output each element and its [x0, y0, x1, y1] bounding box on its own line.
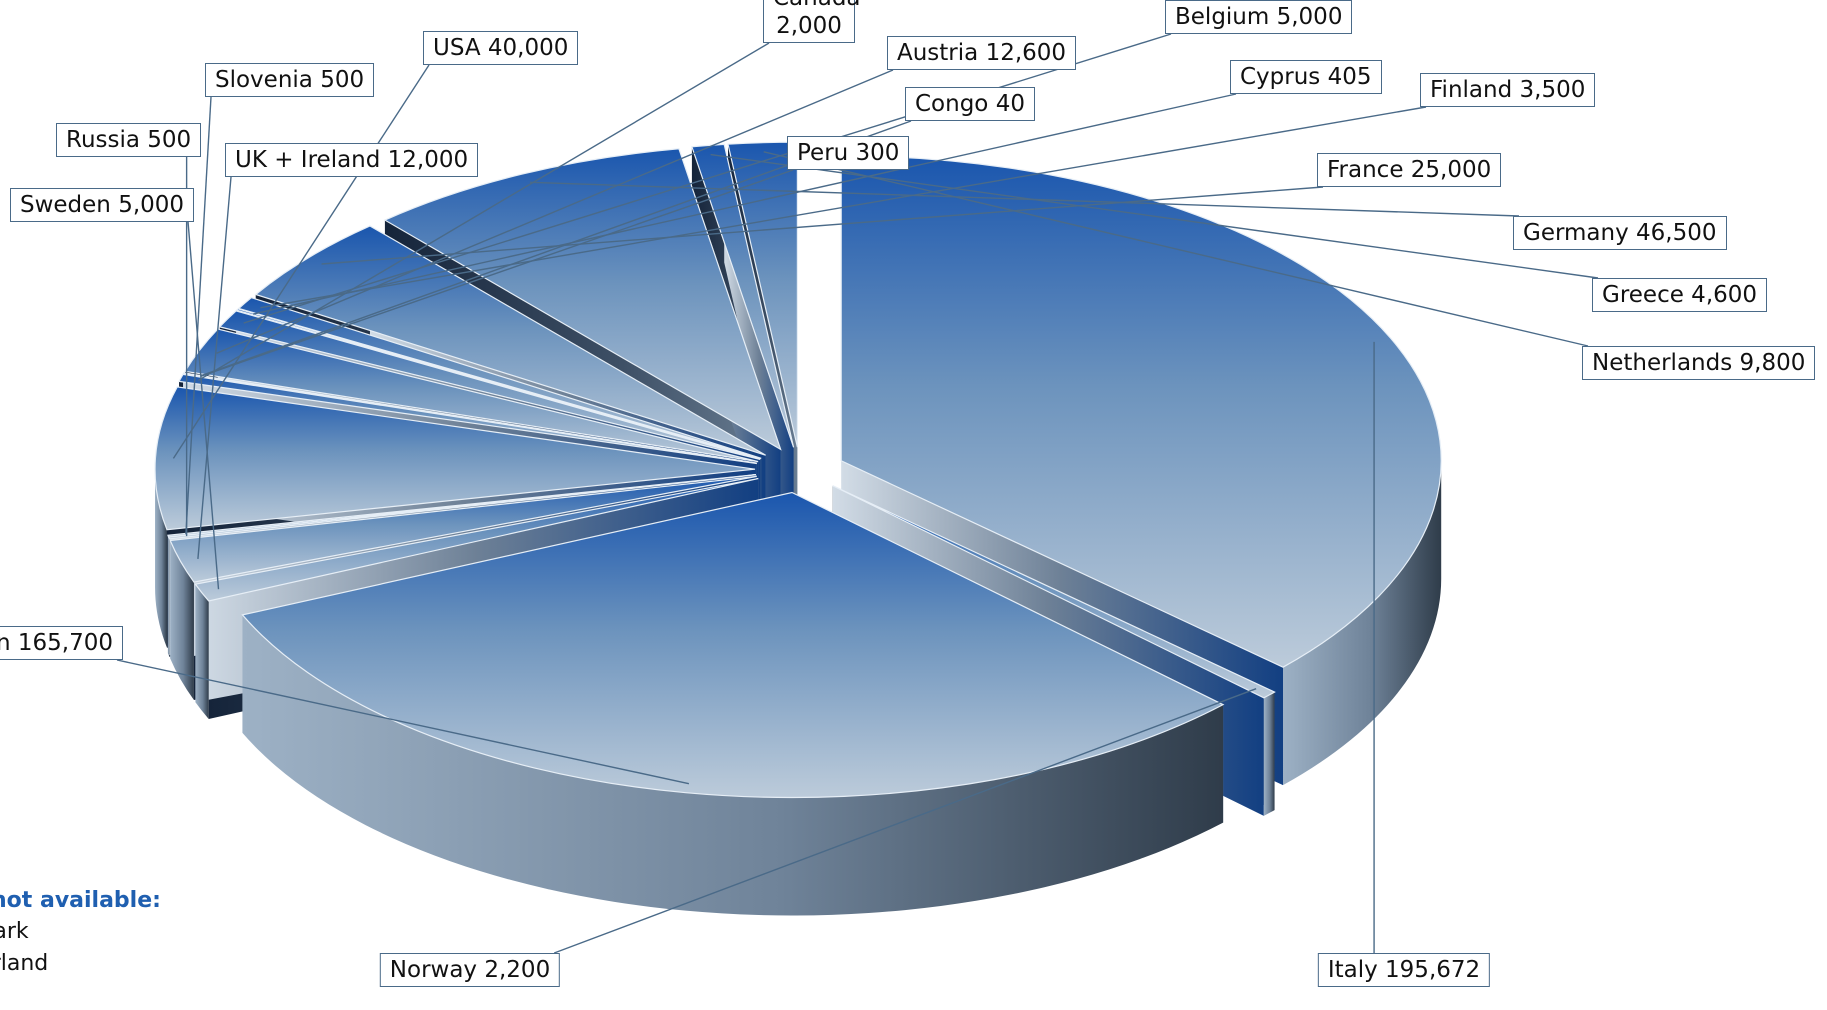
leader-line-cyprus: [252, 93, 1237, 315]
leader-line-canada: [197, 42, 770, 382]
leader-line-netherlands: [763, 151, 1589, 347]
pie-slice-side: [168, 537, 170, 657]
leader-line-belgium: [243, 33, 1172, 324]
pie-slice-top: [383, 148, 782, 451]
pie-slice-side: [1263, 692, 1275, 816]
data-label-italy: Italy 195,672: [1317, 953, 1491, 987]
note-item: tzerland: [0, 951, 49, 976]
data-label-russia: Russia 500: [56, 123, 202, 157]
data-label-cyprus: Cyprus 405: [1230, 60, 1382, 94]
pie-slice-top: [218, 310, 761, 461]
data-label-uk-ireland: UK + Ireland 12,000: [225, 143, 479, 177]
pie-slice-spain: [241, 491, 1225, 916]
data-label-belgium: Belgium 5,000: [1165, 0, 1353, 34]
data-label-greece: Greece 4,600: [1592, 278, 1768, 312]
pie-slice-top: [178, 373, 757, 465]
pie-slice-top: [154, 386, 756, 531]
data-label-austria: Austria 12,600: [887, 36, 1077, 70]
leader-line-germany: [529, 181, 1520, 217]
pie-slice-top: [832, 485, 1276, 699]
data-unavailable-note: ta not available: nmark tzerland: [0, 886, 230, 980]
pie-slice-top: [169, 475, 757, 583]
leader-line-peru: [200, 169, 794, 377]
leader-line-france: [321, 186, 1324, 265]
data-label-peru: Peru 300: [787, 136, 910, 170]
data-label-usa: USA 40,000: [423, 31, 579, 65]
leader-line-usa: [172, 64, 430, 459]
data-label-norway: Norway 2,200: [379, 953, 561, 987]
pie-slice-top: [194, 477, 759, 602]
note-item: nmark: [0, 919, 29, 944]
data-label-slovenia: Slovenia 500: [205, 63, 375, 97]
pie-slice-side: [195, 584, 209, 719]
pie-slice-side: [167, 535, 169, 655]
leader-line-spain: [116, 659, 690, 785]
data-label-canada: Canada 2,000: [763, 0, 861, 43]
leader-line-austria: [216, 69, 894, 354]
data-label-sweden: Sweden 5,000: [10, 188, 195, 222]
pie-slice-side: [1283, 460, 1442, 786]
leader-line-finland: [260, 106, 1427, 309]
data-label-spain: n 165,700: [0, 626, 123, 660]
pie-slice-side: [242, 614, 1224, 916]
data-label-finland: Finland 3,500: [1420, 73, 1596, 107]
leader-line-norway: [553, 688, 1257, 954]
pie-slice-top: [167, 474, 757, 540]
leader-line-greece: [710, 153, 1599, 279]
data-label-france: France 25,000: [1317, 153, 1502, 187]
pie-slice-side: [170, 540, 194, 701]
leader-line-uk-ireland: [197, 176, 232, 560]
leader-line-slovenia: [185, 96, 212, 535]
note-title: ta not available:: [0, 888, 161, 913]
pie-slice-top: [241, 491, 1225, 799]
data-label-germany: Germany 46,500: [1513, 216, 1727, 250]
data-label-netherlands: Netherlands 9,800: [1582, 346, 1816, 380]
pie-slice-top: [235, 308, 761, 460]
data-label-congo: Congo 40: [905, 87, 1035, 121]
pie-slice-top: [691, 143, 795, 448]
leader-line-sweden: [187, 221, 220, 590]
pie-slice-side: [155, 469, 167, 648]
note-list: nmark tzerland: [0, 916, 230, 980]
